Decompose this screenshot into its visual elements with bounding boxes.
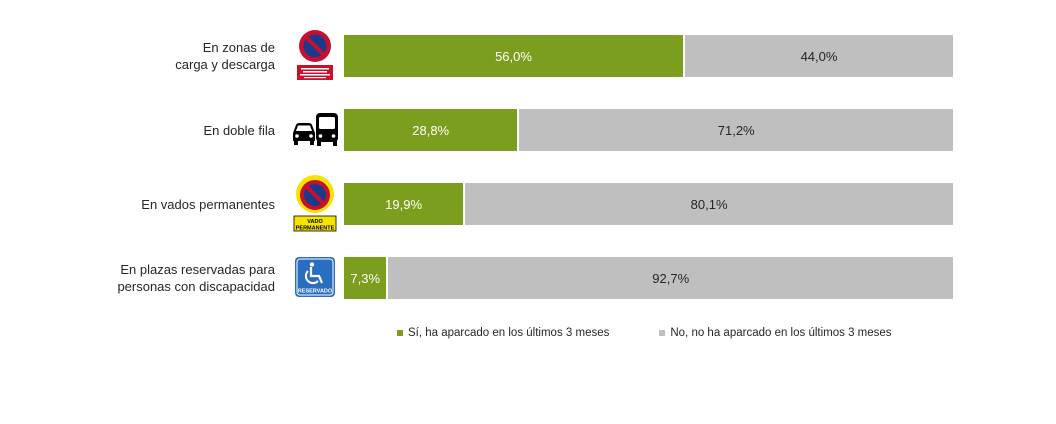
bar-segment-yes: 56,0% <box>344 35 686 77</box>
stacked-bar: 7,3% 92,7% <box>344 257 953 299</box>
stacked-bar: 28,8% 71,2% <box>344 109 953 151</box>
chart-legend: Sí, ha aparcado en los últimos 3 meses N… <box>397 327 892 339</box>
category-label: En vados permanentes <box>55 183 275 225</box>
bar-segment-yes: 28,8% <box>344 109 520 151</box>
bar-segment-yes: 7,3% <box>344 257 389 299</box>
stacked-bar: 19,9% 80,1% <box>344 183 953 225</box>
chart-row-double-parking: En doble fila 28,8% 71,2% <box>0 109 1056 151</box>
label-line: En doble fila <box>203 122 275 138</box>
legend-swatch-yes <box>397 330 403 336</box>
disabled-parking-reserved-icon: RESERVADO <box>290 249 340 305</box>
chart-row-loading-zone: En zonas de carga y descarga 56,0% 44,0% <box>0 30 1056 80</box>
label-line: En plazas reservadas para <box>120 262 275 277</box>
legend-label-no: No, no ha aparcado en los últimos 3 mese… <box>670 327 892 339</box>
legend-item-no: No, no ha aparcado en los últimos 3 mese… <box>659 327 892 339</box>
category-label: En doble fila <box>55 109 275 151</box>
bar-segment-no: 80,1% <box>465 183 953 225</box>
category-label: En plazas reservadas para personas con d… <box>55 257 275 299</box>
car-and-bus-icon <box>290 101 340 157</box>
legend-label-yes: Sí, ha aparcado en los últimos 3 meses <box>408 327 610 339</box>
label-line: En vados permanentes <box>141 196 275 212</box>
stacked-bar: 56,0% 44,0% <box>344 35 953 77</box>
legend-swatch-no <box>659 330 666 336</box>
svg-text:PERMANENTE: PERMANENTE <box>296 226 335 232</box>
svg-text:VADO: VADO <box>307 219 323 225</box>
label-line: carga y descarga <box>175 57 275 72</box>
category-label: En zonas de carga y descarga <box>55 35 275 77</box>
bar-segment-no: 71,2% <box>519 109 953 151</box>
label-line: En zonas de <box>202 40 275 55</box>
bar-segment-yes: 19,9% <box>344 183 466 225</box>
legend-item-yes: Sí, ha aparcado en los últimos 3 meses <box>397 327 609 339</box>
chart-row-disabled-parking: En plazas reservadas para personas con d… <box>0 257 1056 299</box>
svg-text:RESERVADO: RESERVADO <box>298 289 333 295</box>
bar-segment-no: 92,7% <box>388 257 953 299</box>
no-parking-loading-zone-icon <box>290 27 340 83</box>
chart-row-vado-permanente: En vados permanentes VADO PERMANENTE 19,… <box>0 175 1056 232</box>
bar-segment-no: 44,0% <box>685 35 953 77</box>
label-line: personas con discapacidad <box>117 279 275 294</box>
vado-permanente-sign-icon: VADO PERMANENTE <box>290 175 340 232</box>
